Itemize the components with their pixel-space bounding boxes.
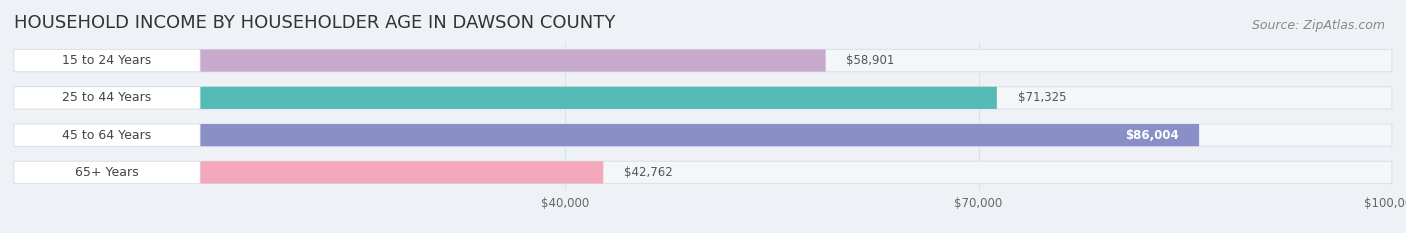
Text: $71,325: $71,325	[1018, 91, 1066, 104]
FancyBboxPatch shape	[14, 49, 1392, 72]
Text: $58,901: $58,901	[846, 54, 894, 67]
Text: 15 to 24 Years: 15 to 24 Years	[62, 54, 152, 67]
FancyBboxPatch shape	[14, 161, 1392, 184]
Text: $86,004: $86,004	[1125, 129, 1178, 142]
FancyBboxPatch shape	[14, 124, 1199, 146]
Text: 25 to 44 Years: 25 to 44 Years	[62, 91, 152, 104]
Text: HOUSEHOLD INCOME BY HOUSEHOLDER AGE IN DAWSON COUNTY: HOUSEHOLD INCOME BY HOUSEHOLDER AGE IN D…	[14, 14, 616, 32]
Text: 65+ Years: 65+ Years	[76, 166, 139, 179]
FancyBboxPatch shape	[14, 87, 1392, 109]
Text: 45 to 64 Years: 45 to 64 Years	[62, 129, 152, 142]
FancyBboxPatch shape	[14, 124, 200, 146]
FancyBboxPatch shape	[14, 161, 603, 184]
Text: Source: ZipAtlas.com: Source: ZipAtlas.com	[1251, 19, 1385, 32]
FancyBboxPatch shape	[14, 161, 200, 184]
FancyBboxPatch shape	[14, 87, 997, 109]
FancyBboxPatch shape	[14, 124, 1392, 146]
FancyBboxPatch shape	[14, 49, 825, 72]
FancyBboxPatch shape	[14, 87, 200, 109]
FancyBboxPatch shape	[14, 49, 200, 72]
Text: $42,762: $42,762	[624, 166, 672, 179]
